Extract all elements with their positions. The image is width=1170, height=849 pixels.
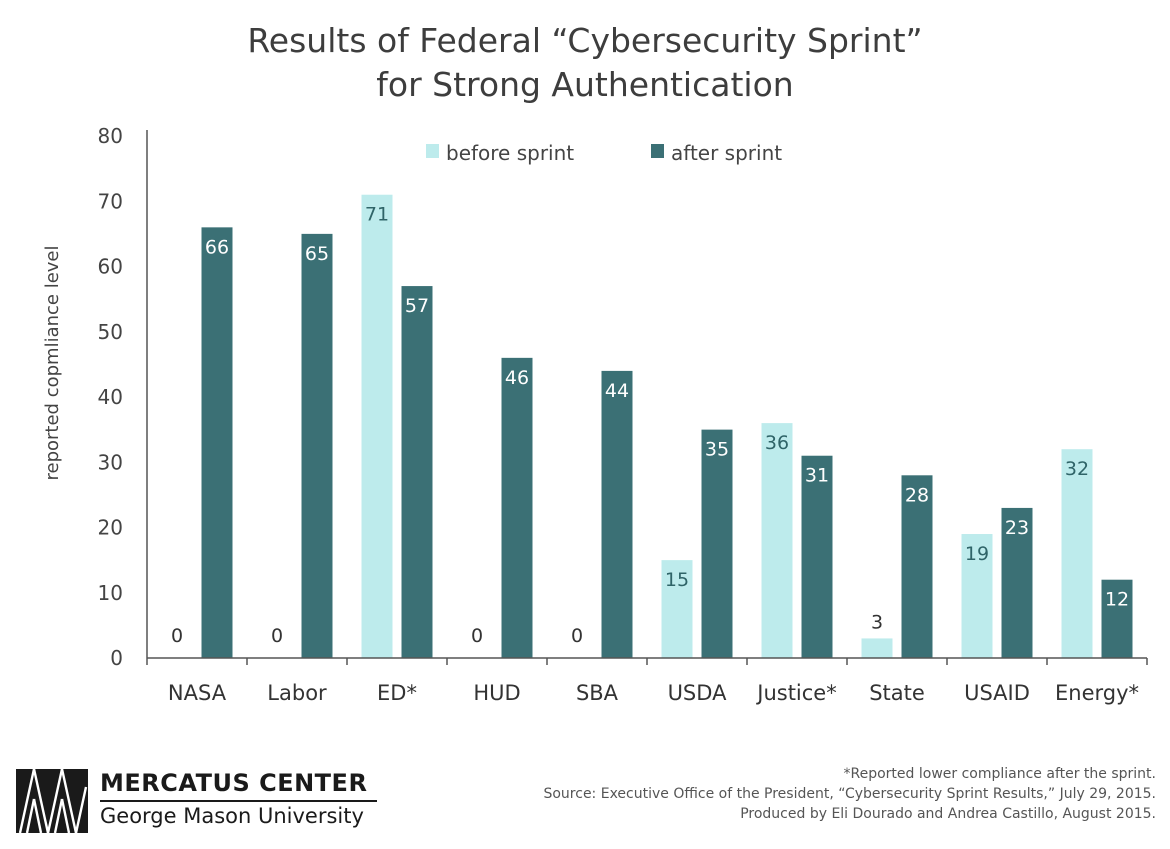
bar-before-sprint: [661, 560, 693, 658]
category-label: Energy*: [1055, 681, 1139, 705]
y-axis: 0 10 20 30 40 50 60 70 80: [98, 124, 148, 670]
y-tick-label: 70: [98, 189, 123, 213]
category-label: HUD: [473, 681, 520, 705]
bar-after-sprint: [1101, 579, 1133, 658]
legend: before sprint after sprint: [426, 141, 782, 165]
y-tick-label: 60: [98, 255, 123, 279]
footnote-source: Source: Executive Office of the Presiden…: [543, 786, 1156, 802]
data-label: 36: [765, 432, 789, 454]
legend-swatch-before: [426, 144, 439, 158]
footnote-asterisk: *Reported lower compliance after the spr…: [843, 766, 1157, 782]
logo-divider: [100, 800, 377, 802]
y-tick-label: 40: [98, 385, 123, 409]
bars: 0 66 0 65 71 57 0 46 0 44 15 35 36 31 3 28 19 23 32 12: [171, 194, 1133, 658]
bar-after-sprint: [1001, 507, 1033, 658]
bar-after-sprint: [601, 370, 633, 658]
bar-after-sprint: [201, 227, 233, 658]
bar-before-sprint: [961, 534, 993, 658]
data-label: 0: [171, 625, 183, 647]
y-tick-label: 10: [98, 581, 123, 605]
bar-before-sprint: [861, 638, 893, 658]
y-axis-label: reported copmliance level: [42, 245, 63, 480]
data-label: 31: [805, 465, 829, 487]
org-subtitle: George Mason University: [100, 804, 364, 828]
data-label: 15: [665, 569, 689, 591]
bar-after-sprint: [701, 429, 733, 658]
bar-after-sprint: [901, 475, 933, 658]
bar-before-sprint: [1061, 449, 1093, 658]
data-label: 0: [271, 625, 283, 647]
data-label: 35: [705, 439, 729, 461]
footnotes: *Reported lower compliance after the spr…: [543, 764, 1156, 824]
org-name: MERCATUS CENTER: [100, 769, 368, 797]
mercatus-logo: MERCATUS CENTER George Mason University: [16, 769, 386, 833]
legend-swatch-after: [651, 144, 664, 158]
data-label: 23: [1005, 517, 1029, 539]
bar-before-sprint: [761, 423, 793, 658]
x-axis: NASA Labor ED* HUD SBA USDA Justice* State USAID…: [146, 657, 1148, 705]
category-label: Labor: [267, 681, 327, 705]
data-label: 71: [365, 204, 389, 226]
data-label: 3: [871, 611, 883, 633]
bar-before-sprint: [361, 194, 393, 658]
data-label: 65: [305, 243, 329, 265]
y-tick-label: 20: [98, 516, 123, 540]
bar-after-sprint: [501, 357, 533, 658]
category-label: USDA: [668, 681, 728, 705]
y-tick-label: 50: [98, 320, 123, 344]
footnote-credits: Produced by Eli Dourado and Andrea Casti…: [740, 806, 1156, 822]
category-label: SBA: [576, 681, 619, 705]
bar-after-sprint: [801, 455, 833, 658]
category-label: NASA: [168, 681, 227, 705]
category-label: State: [869, 681, 925, 705]
bar-after-sprint: [301, 233, 333, 658]
y-tick-label: 80: [98, 124, 123, 148]
data-label: 32: [1065, 458, 1089, 480]
chart-title-line-1: Results of Federal “Cybersecurity Sprint…: [247, 21, 923, 60]
data-label: 0: [471, 625, 483, 647]
chart-title-line-2: for Strong Authentication: [376, 65, 794, 104]
category-label: ED*: [377, 681, 417, 705]
data-label: 19: [965, 543, 989, 565]
data-label: 12: [1105, 589, 1129, 611]
data-label: 28: [905, 484, 929, 506]
data-label: 57: [405, 295, 429, 317]
legend-label: before sprint: [446, 141, 574, 165]
data-label: 44: [605, 380, 629, 402]
category-label: Justice*: [755, 681, 836, 705]
legend-label: after sprint: [671, 141, 782, 165]
data-label: 0: [571, 625, 583, 647]
y-tick-label: 0: [110, 646, 123, 670]
y-tick-label: 30: [98, 450, 123, 474]
mercatus-mark-icon: [16, 769, 88, 833]
category-label: USAID: [964, 681, 1030, 705]
data-label: 46: [505, 367, 529, 389]
bar-after-sprint: [401, 286, 433, 658]
data-label: 66: [205, 236, 229, 258]
